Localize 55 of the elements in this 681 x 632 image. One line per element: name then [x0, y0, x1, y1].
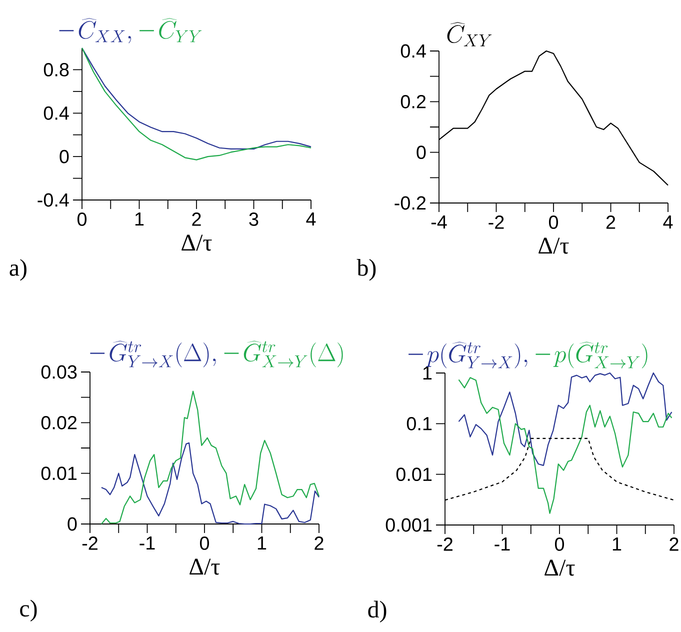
legend-label: $\widehat{C}_{XX},$ — [78, 18, 132, 44]
x-tick-label: 0 — [200, 536, 210, 550]
chart-title: $\widehat{C}_{XY}$ — [447, 22, 492, 46]
y-tick-label: 0 — [68, 517, 77, 531]
legend-label: $\widehat{G}^{tr}_{X\to Y}(\Delta)$ — [244, 340, 343, 368]
x-tick-label: -2 — [437, 537, 452, 551]
x-tick-label: -2 — [488, 216, 504, 229]
y-tick-label: 0.1 — [406, 416, 432, 430]
x-tick-label: -2 — [82, 536, 98, 550]
legend-label: $\widehat{C}_{YY}$ — [159, 18, 202, 42]
text: b) — [356, 259, 376, 281]
x-tick-label: 1 — [135, 212, 144, 226]
line-series — [100, 442, 320, 525]
y-tick-label: 0.01 — [396, 468, 432, 482]
y-tick-label: 0.8 — [44, 63, 69, 76]
x-tick-label: 0 — [77, 212, 87, 226]
y-tick-label: 0.4 — [44, 106, 69, 120]
y-tick-label: 0 — [416, 146, 426, 160]
legend-label: $p(\widehat{G}^{tr}_{Y\to X}),$ — [426, 342, 528, 368]
y-tick-label: 0 — [60, 150, 69, 164]
y-tick-label: 0.2 — [400, 94, 426, 108]
y-tick-label: 0.001 — [386, 518, 432, 532]
x-tick-label: 0 — [548, 216, 558, 229]
line-series — [458, 372, 672, 466]
text: c) — [20, 600, 37, 622]
y-tick-label: 0.03 — [41, 365, 77, 379]
y-tick-label: 1 — [423, 366, 432, 380]
x-tick-label: 2 — [670, 537, 678, 551]
text: a) — [10, 259, 26, 281]
text: d) — [368, 600, 386, 622]
x-tick-label: -1 — [494, 537, 510, 551]
legend-label: $p(\widehat{G}^{tr}_{X\to Y})$ — [553, 342, 648, 368]
y-tick-label: -0.2 — [394, 196, 426, 210]
x-axis-title: Δ/τ — [182, 234, 212, 251]
line-series — [100, 390, 320, 525]
x-tick-label: 1 — [612, 537, 622, 551]
legend-label: $\widehat{G}^{tr}_{Y\to X}(\Delta),$ — [110, 340, 216, 368]
y-tick-label: -0.4 — [38, 193, 69, 207]
x-tick-label: 3 — [249, 212, 258, 226]
y-tick-label: 0.01 — [41, 466, 77, 480]
x-tick-label: 4 — [306, 212, 316, 226]
x-tick-label: 4 — [663, 216, 673, 229]
x-tick-label: 2 — [192, 212, 201, 226]
x-tick-label: 0 — [554, 537, 564, 551]
x-tick-label: 2 — [314, 536, 324, 550]
x-tick-label: -4 — [431, 216, 447, 229]
x-tick-label: 1 — [258, 536, 266, 550]
x-tick-label: -1 — [140, 536, 155, 550]
x-axis-title: Δ/τ — [538, 238, 569, 254]
x-tick-label: 2 — [606, 216, 616, 229]
x-axis-title: Δ/τ — [544, 560, 575, 576]
x-axis-title: Δ/τ — [190, 558, 220, 575]
line-series — [458, 377, 672, 514]
y-tick-label: 0.4 — [400, 44, 426, 58]
y-tick-label: 0.02 — [41, 416, 77, 430]
